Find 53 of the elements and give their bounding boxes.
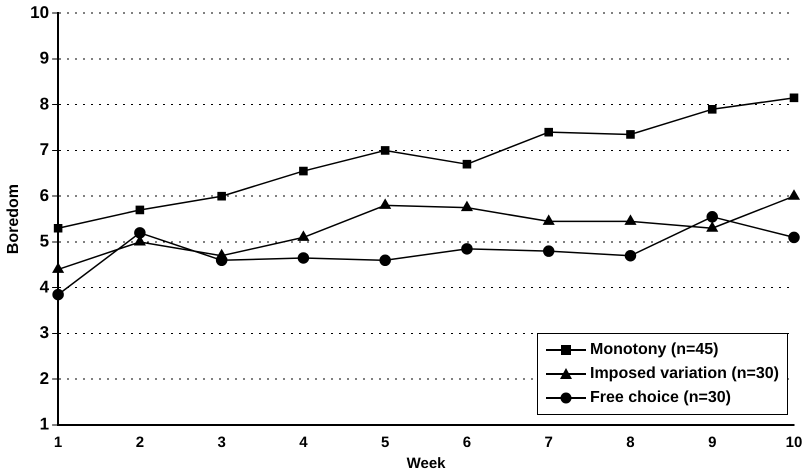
point xyxy=(626,130,635,139)
y-tick-label: 8 xyxy=(40,94,50,114)
x-tick-label: 3 xyxy=(217,434,226,452)
y-tick-label: 7 xyxy=(40,140,50,160)
point xyxy=(542,245,554,257)
point xyxy=(217,192,226,201)
y-tick-label: 3 xyxy=(40,323,50,342)
x-tick-label: 9 xyxy=(708,434,716,452)
x-tick-label: 4 xyxy=(299,434,308,452)
point xyxy=(462,160,472,168)
point xyxy=(52,288,64,300)
point xyxy=(379,254,391,266)
point xyxy=(706,222,718,232)
point xyxy=(624,250,636,262)
point xyxy=(52,263,64,273)
y-tick-label: 5 xyxy=(40,232,50,251)
point xyxy=(380,146,390,155)
point xyxy=(461,243,473,255)
point xyxy=(380,199,391,209)
point xyxy=(544,128,553,136)
y-tick-label: 1 xyxy=(40,414,50,434)
point xyxy=(136,206,144,214)
x-tick-label: 1 xyxy=(54,434,62,452)
legend-label: Free choice (n=30) xyxy=(590,389,731,407)
point xyxy=(790,94,798,102)
y-tick-label: 4 xyxy=(40,277,50,296)
point xyxy=(299,166,308,176)
point xyxy=(788,232,800,244)
y-tick-label: 9 xyxy=(40,48,50,68)
x-tick-label: 6 xyxy=(462,434,472,452)
x-tick-label: 2 xyxy=(136,434,144,452)
point xyxy=(54,224,62,233)
point xyxy=(624,215,636,225)
point xyxy=(788,190,800,200)
legend-label: Monotony (n=45) xyxy=(590,341,718,359)
y-axis-title: Boredom xyxy=(5,184,22,254)
x-tick-label: 10 xyxy=(786,434,802,452)
point xyxy=(134,227,146,239)
x-axis-title: Week xyxy=(406,455,446,472)
point xyxy=(706,211,718,223)
point xyxy=(461,201,472,212)
y-tick-label: 6 xyxy=(40,186,50,205)
point xyxy=(216,249,228,260)
point xyxy=(708,105,717,114)
point xyxy=(298,231,309,241)
y-tick-label: 10 xyxy=(30,2,50,22)
x-tick-label: 7 xyxy=(544,434,553,452)
x-tick-label: 5 xyxy=(381,434,390,452)
x-tick-label: 8 xyxy=(626,434,635,452)
point xyxy=(543,215,554,225)
legend-label: Imposed variation (n=30) xyxy=(590,365,779,383)
y-tick-label: 2 xyxy=(40,368,50,388)
point xyxy=(298,252,310,264)
